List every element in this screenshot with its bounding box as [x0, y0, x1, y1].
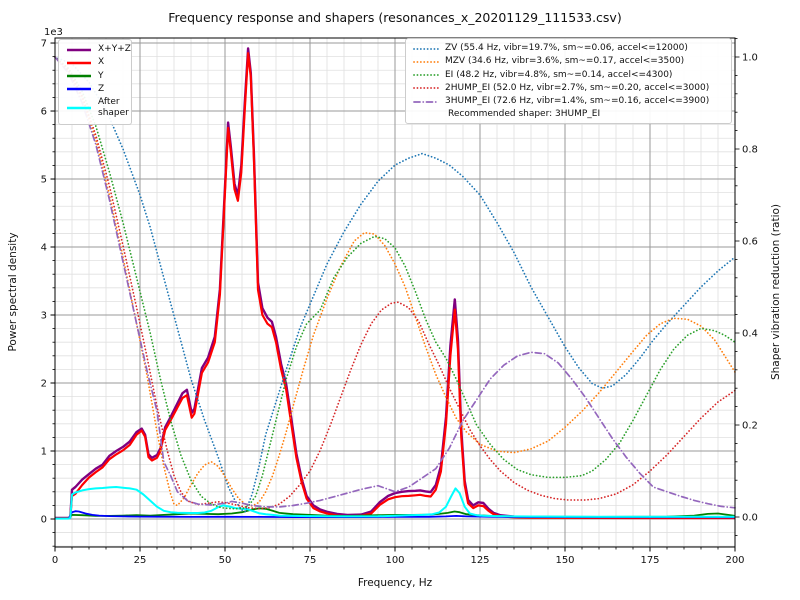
legend-line-sample	[413, 47, 439, 50]
curve-zv	[54, 56, 736, 513]
legend-item-label: ZV (55.4 Hz, vibr=19.7%, sm~=0.06, accel…	[445, 43, 688, 53]
tick-label: 5	[41, 175, 47, 186]
legend-item-label: X+Y+Z	[98, 44, 131, 54]
legend-line-sample	[67, 88, 91, 91]
legend-item-label: 2HUMP_EI (52.0 Hz, vibr=2.7%, sm~=0.20, …	[445, 82, 710, 93]
curve-3hump-ei	[54, 56, 736, 509]
legend-psd-curves: X+Y+Z X Y Z After shaper	[58, 39, 132, 125]
curve-after-shaper	[55, 486, 736, 520]
legend-item-label: EI (48.2 Hz, vibr=4.8%, sm~=0.14, accel<…	[445, 69, 673, 80]
tick-label: 2	[41, 378, 47, 389]
legend-shapers: ZV (55.4 Hz, vibr=19.7%, sm~=0.06, accel…	[405, 38, 732, 125]
tick-label: 0	[52, 555, 58, 566]
tick-label: 0	[41, 514, 47, 525]
legend-line-sample	[413, 74, 439, 77]
axes-frame-and-ticks	[50, 37, 740, 552]
tick-label: 150	[555, 555, 574, 566]
legend-item-ei: EI (48.2 Hz, vibr=4.8%, sm~=0.14, accel<…	[410, 69, 727, 82]
tick-label: 4	[41, 243, 47, 254]
curve-mzv	[54, 56, 736, 507]
legend-line-sample	[413, 87, 439, 90]
legend-item-label: Z	[98, 83, 105, 94]
tick-label: 75	[304, 555, 317, 566]
tick-label: 0.6	[742, 237, 758, 248]
tick-label: 1	[41, 446, 47, 457]
curves	[54, 47, 736, 520]
tick-label: 0.2	[742, 421, 758, 432]
legend-item-label: MZV (34.6 Hz, vibr=3.6%, sm~=0.17, accel…	[445, 56, 685, 67]
y-right-axis-label: Shaper vibration reduction (ratio)	[770, 204, 782, 380]
legend-item-mzv: MZV (34.6 Hz, vibr=3.6%, sm~=0.17, accel…	[410, 55, 727, 68]
legend-recommended-shaper-note: Recommended shaper: 3HUMP_EI	[448, 109, 601, 120]
legend-item-label: X	[98, 57, 105, 68]
legend-item-label: Y	[98, 70, 104, 81]
tick-label: 6	[41, 107, 47, 118]
legend-item-label: 3HUMP_EI (72.6 Hz, vibr=1.4%, sm~=0.16, …	[445, 96, 710, 106]
legend-item-z: Z	[63, 83, 127, 96]
legend-item-y: Y	[63, 70, 127, 83]
legend-line-sample	[413, 100, 439, 103]
tick-label: 3	[41, 311, 47, 322]
curve-2hump-ei	[54, 56, 736, 510]
tick-label: 7	[41, 39, 47, 50]
legend-item-zv: ZV (55.4 Hz, vibr=19.7%, sm~=0.06, accel…	[410, 42, 727, 55]
legend-line-sample	[67, 48, 91, 51]
legend-item-after-shaper: After shaper	[63, 96, 129, 121]
y-left-offset-label: 1e3	[44, 27, 63, 38]
tick-label: 125	[470, 555, 489, 566]
legend-line-sample	[67, 107, 91, 110]
curve-x	[55, 52, 735, 520]
grid-lines	[54, 38, 736, 547]
x-axis-label: Frequency, Hz	[358, 577, 433, 589]
tick-label: 50	[219, 555, 232, 566]
tick-labels: 0 25 50 75 100 125 150 175 200 0 1 2 3 4 5 6 7 0.0 0.2 0.4 0…	[41, 39, 758, 566]
y-left-axis-label: Power spectral density	[7, 232, 19, 351]
legend-line-sample	[413, 60, 439, 63]
legend-item-2hump-ei: 2HUMP_EI (52.0 Hz, vibr=2.7%, sm~=0.20, …	[410, 82, 727, 95]
tick-label: 100	[385, 555, 404, 566]
tick-label: 0.8	[742, 145, 758, 156]
legend-line-sample	[67, 61, 91, 65]
legend-item-label: After shaper	[98, 97, 129, 119]
chart-title: Frequency response and shapers (resonanc…	[168, 10, 621, 25]
legend-item-xyz: X+Y+Z	[63, 43, 131, 56]
tick-label: 175	[640, 555, 659, 566]
curve-ei	[54, 56, 736, 510]
tick-label: 0.4	[742, 329, 758, 340]
tick-label: 1.0	[742, 52, 758, 63]
legend-line-sample	[67, 74, 91, 78]
tick-label: 25	[134, 555, 147, 566]
legend-item-3hump-ei: 3HUMP_EI (72.6 Hz, vibr=1.4%, sm~=0.16, …	[410, 95, 727, 108]
legend-item-x: X	[63, 56, 127, 69]
tick-label: 0.0	[742, 513, 758, 524]
tick-label: 200	[725, 555, 744, 566]
